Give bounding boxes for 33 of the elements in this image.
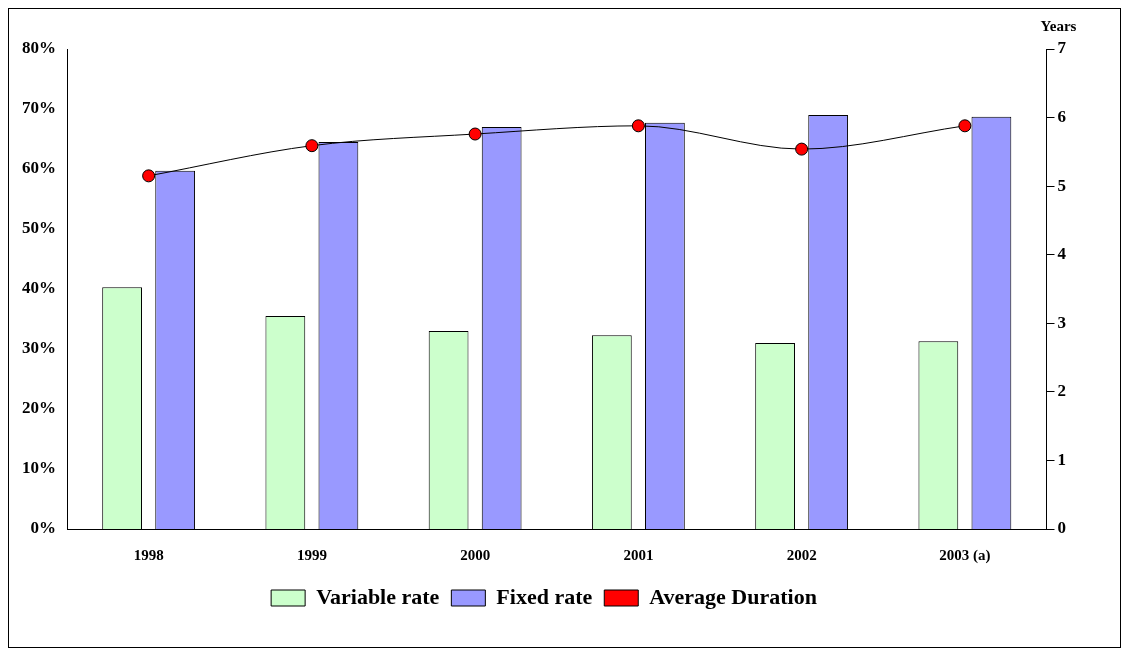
y2-tick-label: 2 <box>1057 381 1066 401</box>
y2-tick-label: 5 <box>1057 175 1066 195</box>
point <box>958 119 972 133</box>
y2-tick-label: 7 <box>1057 38 1067 58</box>
point <box>631 119 645 133</box>
legend-label: Average Duration <box>649 583 817 609</box>
y2-tick-label: 0 <box>1057 518 1066 538</box>
point <box>468 127 482 141</box>
y-tick-label: 20% <box>22 398 56 418</box>
y-tick-label: 40% <box>22 278 56 298</box>
y2-tick-label: 3 <box>1057 312 1066 332</box>
x-tick-label: 1998 <box>133 546 164 563</box>
x-tick-label: 1999 <box>296 546 327 563</box>
y2-axis-title: Years <box>1040 18 1077 35</box>
point <box>142 169 156 183</box>
y-tick-label: 0% <box>30 518 56 538</box>
y2-tick-label: 1 <box>1057 449 1066 469</box>
x-tick-label: 2001 <box>623 546 654 563</box>
y-tick-label: 10% <box>22 458 56 478</box>
legend-label: Fixed rate <box>496 583 593 609</box>
y2-tick-label: 6 <box>1057 106 1066 126</box>
y-tick-label: 80% <box>22 38 56 58</box>
y2-tick-label: 4 <box>1057 244 1067 264</box>
y-tick-label: 70% <box>22 98 56 118</box>
point <box>795 142 809 156</box>
y-tick-label: 50% <box>22 218 56 238</box>
point <box>305 139 319 153</box>
x-tick-label: 2000 <box>460 546 491 563</box>
x-tick-label: 2003 (a) <box>939 546 991 564</box>
y-tick-label: 60% <box>22 158 56 178</box>
legend-label: Variable rate <box>316 583 440 609</box>
y-tick-label: 30% <box>22 338 56 358</box>
x-tick-label: 2002 <box>786 546 817 563</box>
